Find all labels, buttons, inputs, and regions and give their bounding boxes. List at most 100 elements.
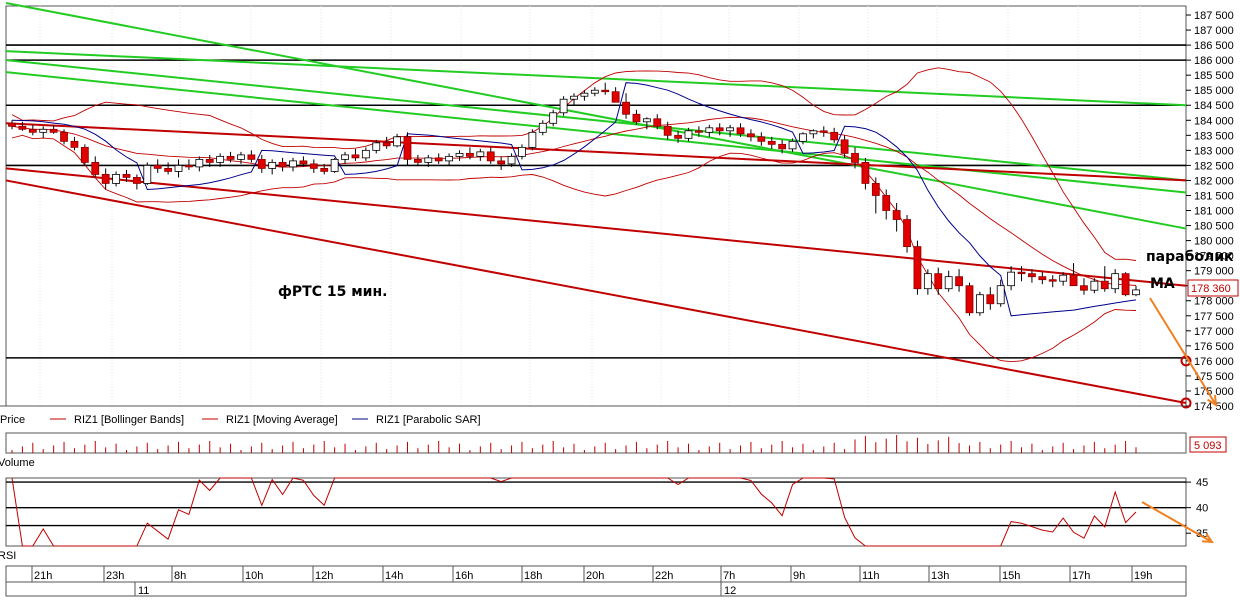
price-tick-label: 175 500	[1194, 371, 1234, 383]
candle-body	[1048, 279, 1057, 282]
candle-body	[840, 139, 849, 154]
candle-body	[778, 143, 787, 150]
price-tick-label: 185 000	[1194, 85, 1234, 97]
candle-body	[622, 101, 630, 115]
price-tick-label: 175 000	[1194, 386, 1234, 398]
time-label: 17h	[1072, 570, 1090, 582]
candle-body	[705, 127, 714, 133]
candle-body	[257, 158, 266, 169]
candle-body	[330, 158, 339, 172]
candle-body	[601, 89, 610, 93]
price-forecast-arrow-head	[1207, 394, 1218, 407]
candle-body	[1111, 273, 1120, 290]
candle-body	[903, 219, 911, 248]
candle-body	[299, 160, 308, 165]
price-tick-label: 181 000	[1194, 206, 1234, 218]
price-tick-label: 180 500	[1194, 221, 1234, 233]
candle-body	[1080, 285, 1088, 291]
candle-body	[351, 154, 360, 159]
candle-body	[965, 285, 974, 314]
candle-body	[632, 113, 641, 123]
legend-entry: RIZ1 [Moving Average]	[226, 414, 338, 426]
candle-body	[39, 128, 48, 133]
parabolic-sar-line	[11, 82, 1137, 317]
price-tick-label: 177 000	[1194, 326, 1234, 338]
candle-body	[767, 140, 776, 145]
time-label: 21h	[34, 570, 52, 582]
candle-body	[955, 276, 963, 287]
time-label: 7h	[723, 570, 735, 582]
candle-body	[986, 294, 995, 305]
red-trendline	[5, 122, 1187, 182]
candle-body	[996, 285, 1005, 305]
time-label: 10h	[245, 570, 263, 582]
price-tick-label: 176 000	[1194, 356, 1234, 368]
candle-body	[382, 142, 391, 147]
ma-annotation: MA	[1150, 276, 1175, 292]
candle-body	[611, 91, 620, 103]
candle-body	[153, 164, 162, 169]
time-labels: 21h 23h 8h 10h 12h 14h 16h 18h 20h 22h 7h 9h 11h 13h 1…	[31, 566, 1152, 597]
candle-body	[49, 128, 58, 133]
rsi-forecast-arrow-head	[1201, 533, 1214, 544]
candle-body	[393, 136, 401, 147]
time-label: 15h	[1002, 570, 1020, 582]
price-tick-label: 179 000	[1194, 266, 1234, 278]
candle-body	[715, 127, 724, 132]
candle-body	[507, 155, 516, 165]
candle-body	[226, 155, 235, 160]
candles	[8, 82, 1140, 316]
candle-body	[372, 142, 381, 151]
green-trendline	[5, 50, 1187, 107]
time-label: 13h	[931, 570, 949, 582]
candle-body	[486, 151, 495, 162]
candle-body	[466, 152, 474, 157]
price-tick-label: 180 000	[1194, 236, 1234, 248]
candle-body	[174, 164, 183, 172]
forecast-arrows	[1141, 297, 1218, 544]
price-tick-label: 187 500	[1194, 10, 1234, 22]
candle-body	[1028, 273, 1036, 278]
candle-body	[1017, 271, 1026, 275]
candle-body	[445, 155, 454, 162]
candle-body	[268, 161, 277, 169]
candle-body	[892, 210, 901, 220]
candle-body	[684, 130, 693, 139]
time-label: 9h	[793, 570, 805, 582]
candle-body	[80, 146, 89, 163]
candle-body	[185, 164, 193, 168]
candle-body	[403, 136, 412, 160]
candle-body	[320, 168, 329, 172]
candle-body	[913, 246, 922, 290]
price-tick-label: 186 000	[1194, 55, 1234, 67]
time-label: 19h	[1134, 570, 1152, 582]
candle-body	[101, 174, 110, 184]
candle-body	[112, 174, 120, 184]
candle-body	[590, 89, 599, 94]
date-label: 11	[138, 585, 149, 597]
rsi-line	[11, 477, 1137, 547]
time-label: 22h	[655, 570, 673, 582]
time-label: 11h	[862, 570, 880, 582]
candle-body	[143, 164, 152, 184]
price-tick-label: 183 500	[1194, 130, 1234, 142]
candle-body	[497, 160, 506, 165]
candle-body	[580, 92, 589, 97]
candle-body	[18, 125, 27, 130]
green-trendline	[5, 59, 1187, 182]
candle-body	[871, 183, 880, 196]
candle-body	[247, 154, 256, 160]
candle-body	[882, 195, 891, 211]
candle-body	[1007, 271, 1016, 287]
candle-body	[70, 140, 79, 148]
price-axis: 187 500 187 000 186 500 186 000 185 500 185 0…	[1186, 10, 1234, 413]
price-tick-label: 179 500	[1194, 251, 1234, 263]
time-axis	[5, 565, 1187, 597]
time-label: 8h	[174, 570, 186, 582]
candle-body	[1132, 289, 1140, 296]
candle-body	[788, 140, 797, 150]
candle-body	[549, 112, 558, 124]
candle-body	[923, 273, 932, 290]
